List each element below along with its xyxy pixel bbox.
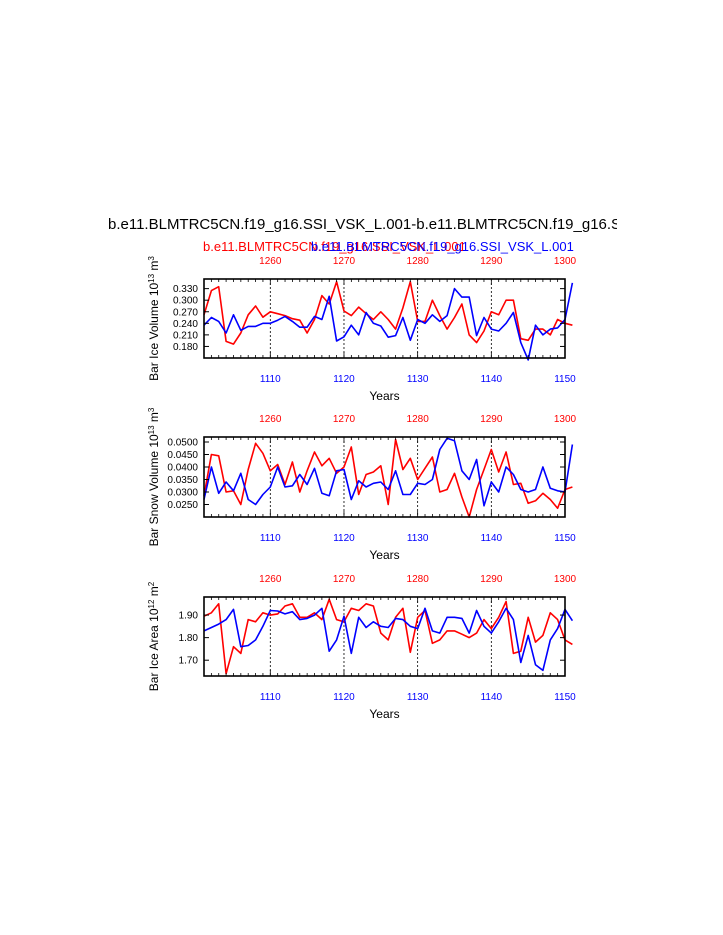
y-tick-label: 0.210 — [173, 330, 198, 341]
x-tick-label-bottom: 1150 — [554, 692, 576, 703]
x-tick-label-bottom: 1120 — [333, 692, 355, 703]
y-axis-label-exponent: 13 — [147, 425, 156, 434]
y-tick-label: 0.0500 — [167, 438, 198, 449]
x-tick-label-top: 1290 — [480, 256, 503, 267]
y-tick-label: 0.240 — [173, 319, 198, 330]
y-tick-label: 0.330 — [173, 284, 198, 295]
y-axis-label-unit-exponent: 3 — [147, 256, 156, 261]
y-axis-label-exponent: 12 — [147, 599, 156, 608]
y-axis-label-text: Bar Snow Volume 10 — [147, 434, 161, 546]
subtitle-red: b.e11.BLMTRC5CN.f19_g16.SSI_VSK_L.001 — [203, 239, 466, 254]
y-axis-label-unit: m — [147, 586, 161, 599]
x-tick-label-bottom: 1130 — [407, 374, 429, 385]
x-axis-label: Years — [369, 707, 399, 721]
series-line-blue — [203, 607, 574, 672]
x-axis-label: Years — [369, 548, 399, 562]
y-axis-label-unit-exponent: 2 — [147, 581, 156, 586]
y-axis-label: Bar Snow Volume 1013 m3 — [147, 407, 162, 546]
y-tick-label: 0.0250 — [167, 500, 198, 511]
y-axis-label-unit: m — [147, 412, 161, 425]
x-tick-label-bottom: 1150 — [554, 533, 576, 544]
y-axis-label-text: Bar Ice Volume 10 — [147, 283, 161, 381]
y-tick-label: 0.0350 — [167, 475, 198, 486]
x-tick-label-top: 1300 — [554, 414, 577, 425]
x-axis-label: Years — [369, 389, 399, 403]
y-tick-label: 1.80 — [179, 633, 199, 644]
figure-title: b.e11.BLMTRC5CN.f19_g16.SSI_VSK_L.001-b.… — [108, 216, 719, 233]
x-tick-label-top: 1280 — [407, 256, 430, 267]
x-tick-label-top: 1270 — [333, 414, 356, 425]
x-tick-label-top: 1260 — [259, 256, 282, 267]
y-tick-label: 0.270 — [173, 307, 198, 318]
series-line-red — [203, 598, 573, 675]
x-tick-label-bottom: 1110 — [260, 374, 281, 385]
x-tick-label-top: 1260 — [259, 414, 282, 425]
x-tick-label-bottom: 1120 — [333, 533, 355, 544]
y-axis-label-text: Bar Ice Area 10 — [147, 608, 161, 691]
x-tick-label-top: 1260 — [259, 574, 282, 585]
x-tick-label-bottom: 1140 — [481, 692, 503, 703]
x-tick-label-top: 1290 — [480, 574, 503, 585]
x-tick-label-top: 1270 — [333, 256, 356, 267]
series-line-blue — [203, 437, 574, 507]
y-tick-label: 0.0400 — [167, 463, 198, 474]
x-tick-label-bottom: 1140 — [481, 374, 503, 385]
plot-frame — [203, 436, 566, 518]
y-tick-label: 0.0300 — [167, 488, 198, 499]
y-axis-label-unit-exponent: 3 — [147, 407, 156, 412]
x-tick-label-top: 1280 — [407, 574, 430, 585]
series-line-blue — [203, 282, 574, 361]
x-tick-label-top: 1270 — [333, 574, 356, 585]
plot-frame — [203, 596, 566, 677]
y-tick-label: 1.70 — [179, 656, 199, 667]
series-line-red — [203, 280, 573, 345]
x-tick-label-bottom: 1110 — [260, 692, 281, 703]
x-tick-label-top: 1300 — [554, 574, 577, 585]
x-tick-label-bottom: 1150 — [554, 374, 576, 385]
subtitle-blue: b.e11.BLMTRC5CN.f19_g16.SSI_VSK_L.001 — [311, 239, 574, 254]
x-tick-label-bottom: 1140 — [481, 533, 503, 544]
plot-frame — [203, 278, 566, 359]
x-tick-label-top: 1290 — [480, 414, 503, 425]
y-tick-label: 1.90 — [179, 611, 199, 622]
chart-panel-3: 1.70 1.80 1.90 1110 1120 1130 1140 1150 1260 1270… — [147, 574, 577, 721]
x-tick-label-bottom: 1130 — [407, 533, 429, 544]
y-axis-label-unit: m — [147, 261, 161, 274]
y-axis-label: Bar Ice Area 1012 m2 — [147, 581, 162, 691]
y-axis-label-exponent: 13 — [147, 273, 156, 282]
y-tick-label: 0.180 — [173, 342, 198, 353]
x-tick-label-bottom: 1120 — [333, 374, 355, 385]
y-axis-label: Bar Ice Volume 1013 m3 — [147, 256, 162, 381]
y-tick-label: 0.0450 — [167, 450, 198, 461]
x-tick-label-top: 1300 — [554, 256, 577, 267]
series-line-red — [203, 438, 573, 518]
x-tick-label-bottom: 1130 — [407, 692, 429, 703]
y-tick-label: 0.300 — [173, 296, 198, 307]
x-tick-label-top: 1280 — [407, 414, 430, 425]
x-tick-label-bottom: 1110 — [260, 533, 281, 544]
